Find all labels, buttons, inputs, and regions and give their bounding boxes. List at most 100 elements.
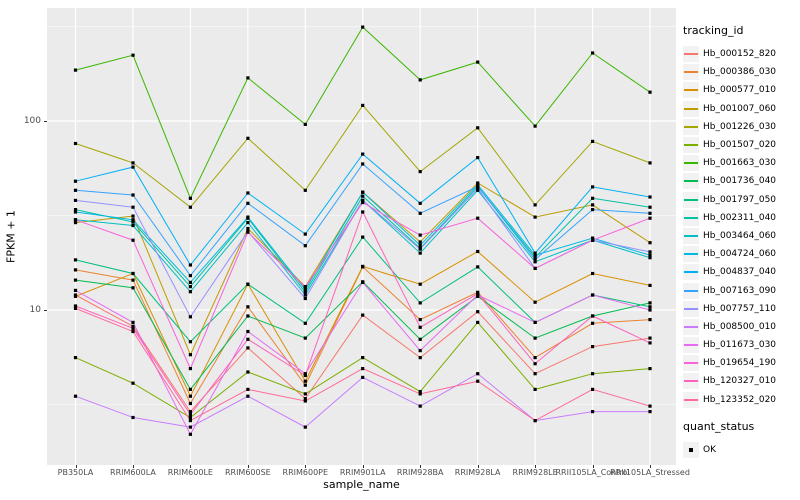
data-point xyxy=(476,156,480,160)
x-tick-label: RRIM600LE xyxy=(167,468,213,477)
y-tick-mark xyxy=(44,121,47,122)
data-point xyxy=(361,356,365,360)
data-point xyxy=(533,255,537,259)
data-point xyxy=(131,165,135,169)
data-point xyxy=(73,294,78,298)
data-point xyxy=(591,139,595,143)
data-point xyxy=(533,253,537,257)
data-point xyxy=(418,325,422,329)
legend-key xyxy=(683,227,699,244)
legend-item: Hb_001736_040 xyxy=(683,172,798,190)
data-point xyxy=(418,170,422,174)
data-point xyxy=(188,394,192,398)
data-point xyxy=(533,257,537,262)
data-point xyxy=(418,337,422,341)
data-point xyxy=(188,425,192,429)
data-point xyxy=(73,221,78,225)
data-point xyxy=(131,326,135,330)
square-marker-icon xyxy=(689,447,693,452)
data-point xyxy=(533,372,537,376)
data-point xyxy=(591,293,595,297)
legend-key xyxy=(683,391,699,408)
data-point xyxy=(188,353,192,357)
data-point xyxy=(131,278,135,282)
data-point xyxy=(591,387,595,391)
data-point xyxy=(246,136,250,140)
data-point xyxy=(533,266,537,270)
data-point xyxy=(303,293,307,297)
data-point xyxy=(188,419,192,423)
data-point xyxy=(246,215,250,219)
data-point xyxy=(131,218,135,222)
legend-key xyxy=(683,173,699,190)
y-tick-label: 100 xyxy=(23,115,41,126)
data-point xyxy=(648,301,652,305)
data-point xyxy=(418,392,422,396)
legend-item: Hb_000577_010 xyxy=(683,81,798,99)
data-point xyxy=(533,215,537,219)
data-point xyxy=(648,318,652,322)
legend-key xyxy=(683,209,699,226)
legend-label: Hb_120327_010 xyxy=(703,376,777,387)
data-point xyxy=(303,425,307,429)
data-point xyxy=(591,410,595,414)
data-point xyxy=(476,188,480,192)
legend-label: Hb_001736_040 xyxy=(703,176,777,187)
legend-label: Hb_004724_060 xyxy=(703,249,777,260)
legend-line-icon xyxy=(684,89,698,92)
data-point xyxy=(476,372,480,376)
legend-item: Hb_007757_110 xyxy=(683,300,798,318)
data-point xyxy=(246,305,250,309)
data-point xyxy=(418,282,422,286)
legend-line-icon xyxy=(684,344,698,347)
data-point xyxy=(648,241,652,245)
data-point xyxy=(303,373,307,378)
legend-item: Hb_002311_040 xyxy=(683,209,798,227)
data-point xyxy=(246,226,250,231)
legend-item: Hb_008500_010 xyxy=(683,318,798,336)
data-point xyxy=(648,336,652,340)
data-point xyxy=(73,394,78,398)
data-point xyxy=(188,412,192,417)
legend-line-icon xyxy=(684,107,698,110)
data-point xyxy=(188,205,192,209)
data-point xyxy=(303,232,307,236)
legend-label: Hb_123352_020 xyxy=(703,394,777,405)
legend-item: Hb_019654_190 xyxy=(683,354,798,372)
data-point xyxy=(188,196,192,200)
data-point xyxy=(648,90,652,94)
legend-key xyxy=(683,300,699,317)
x-tick-mark xyxy=(420,465,422,468)
legend-label: Hb_003464_060 xyxy=(703,230,777,241)
data-point xyxy=(533,387,537,391)
data-point xyxy=(131,286,135,290)
legend-key xyxy=(683,82,699,99)
data-point xyxy=(361,162,365,166)
data-point xyxy=(361,375,365,379)
legend-key xyxy=(683,137,699,154)
legend-line-icon xyxy=(684,325,698,328)
x-tick-mark xyxy=(650,465,651,468)
data-point xyxy=(533,336,537,340)
legend-label: Hb_002311_040 xyxy=(703,212,777,223)
ok-label: OK xyxy=(703,444,716,455)
chart-svg xyxy=(47,8,676,465)
data-point xyxy=(131,205,135,209)
data-point xyxy=(303,188,307,192)
data-point xyxy=(418,211,422,215)
legend-key xyxy=(683,100,699,117)
data-point xyxy=(648,216,652,220)
legend-label: Hb_000152_820 xyxy=(703,49,777,60)
data-point xyxy=(131,271,135,276)
data-point xyxy=(591,314,595,318)
legend-line-icon xyxy=(684,162,698,165)
legend-key xyxy=(683,155,699,172)
data-point xyxy=(246,370,250,374)
legend-key xyxy=(683,46,699,63)
data-point xyxy=(591,196,595,200)
legend-line-icon xyxy=(684,125,698,128)
data-point xyxy=(361,152,365,156)
legend-key xyxy=(683,337,699,354)
x-tick-mark xyxy=(362,465,364,468)
legend-label: Hb_001226_030 xyxy=(703,121,777,132)
